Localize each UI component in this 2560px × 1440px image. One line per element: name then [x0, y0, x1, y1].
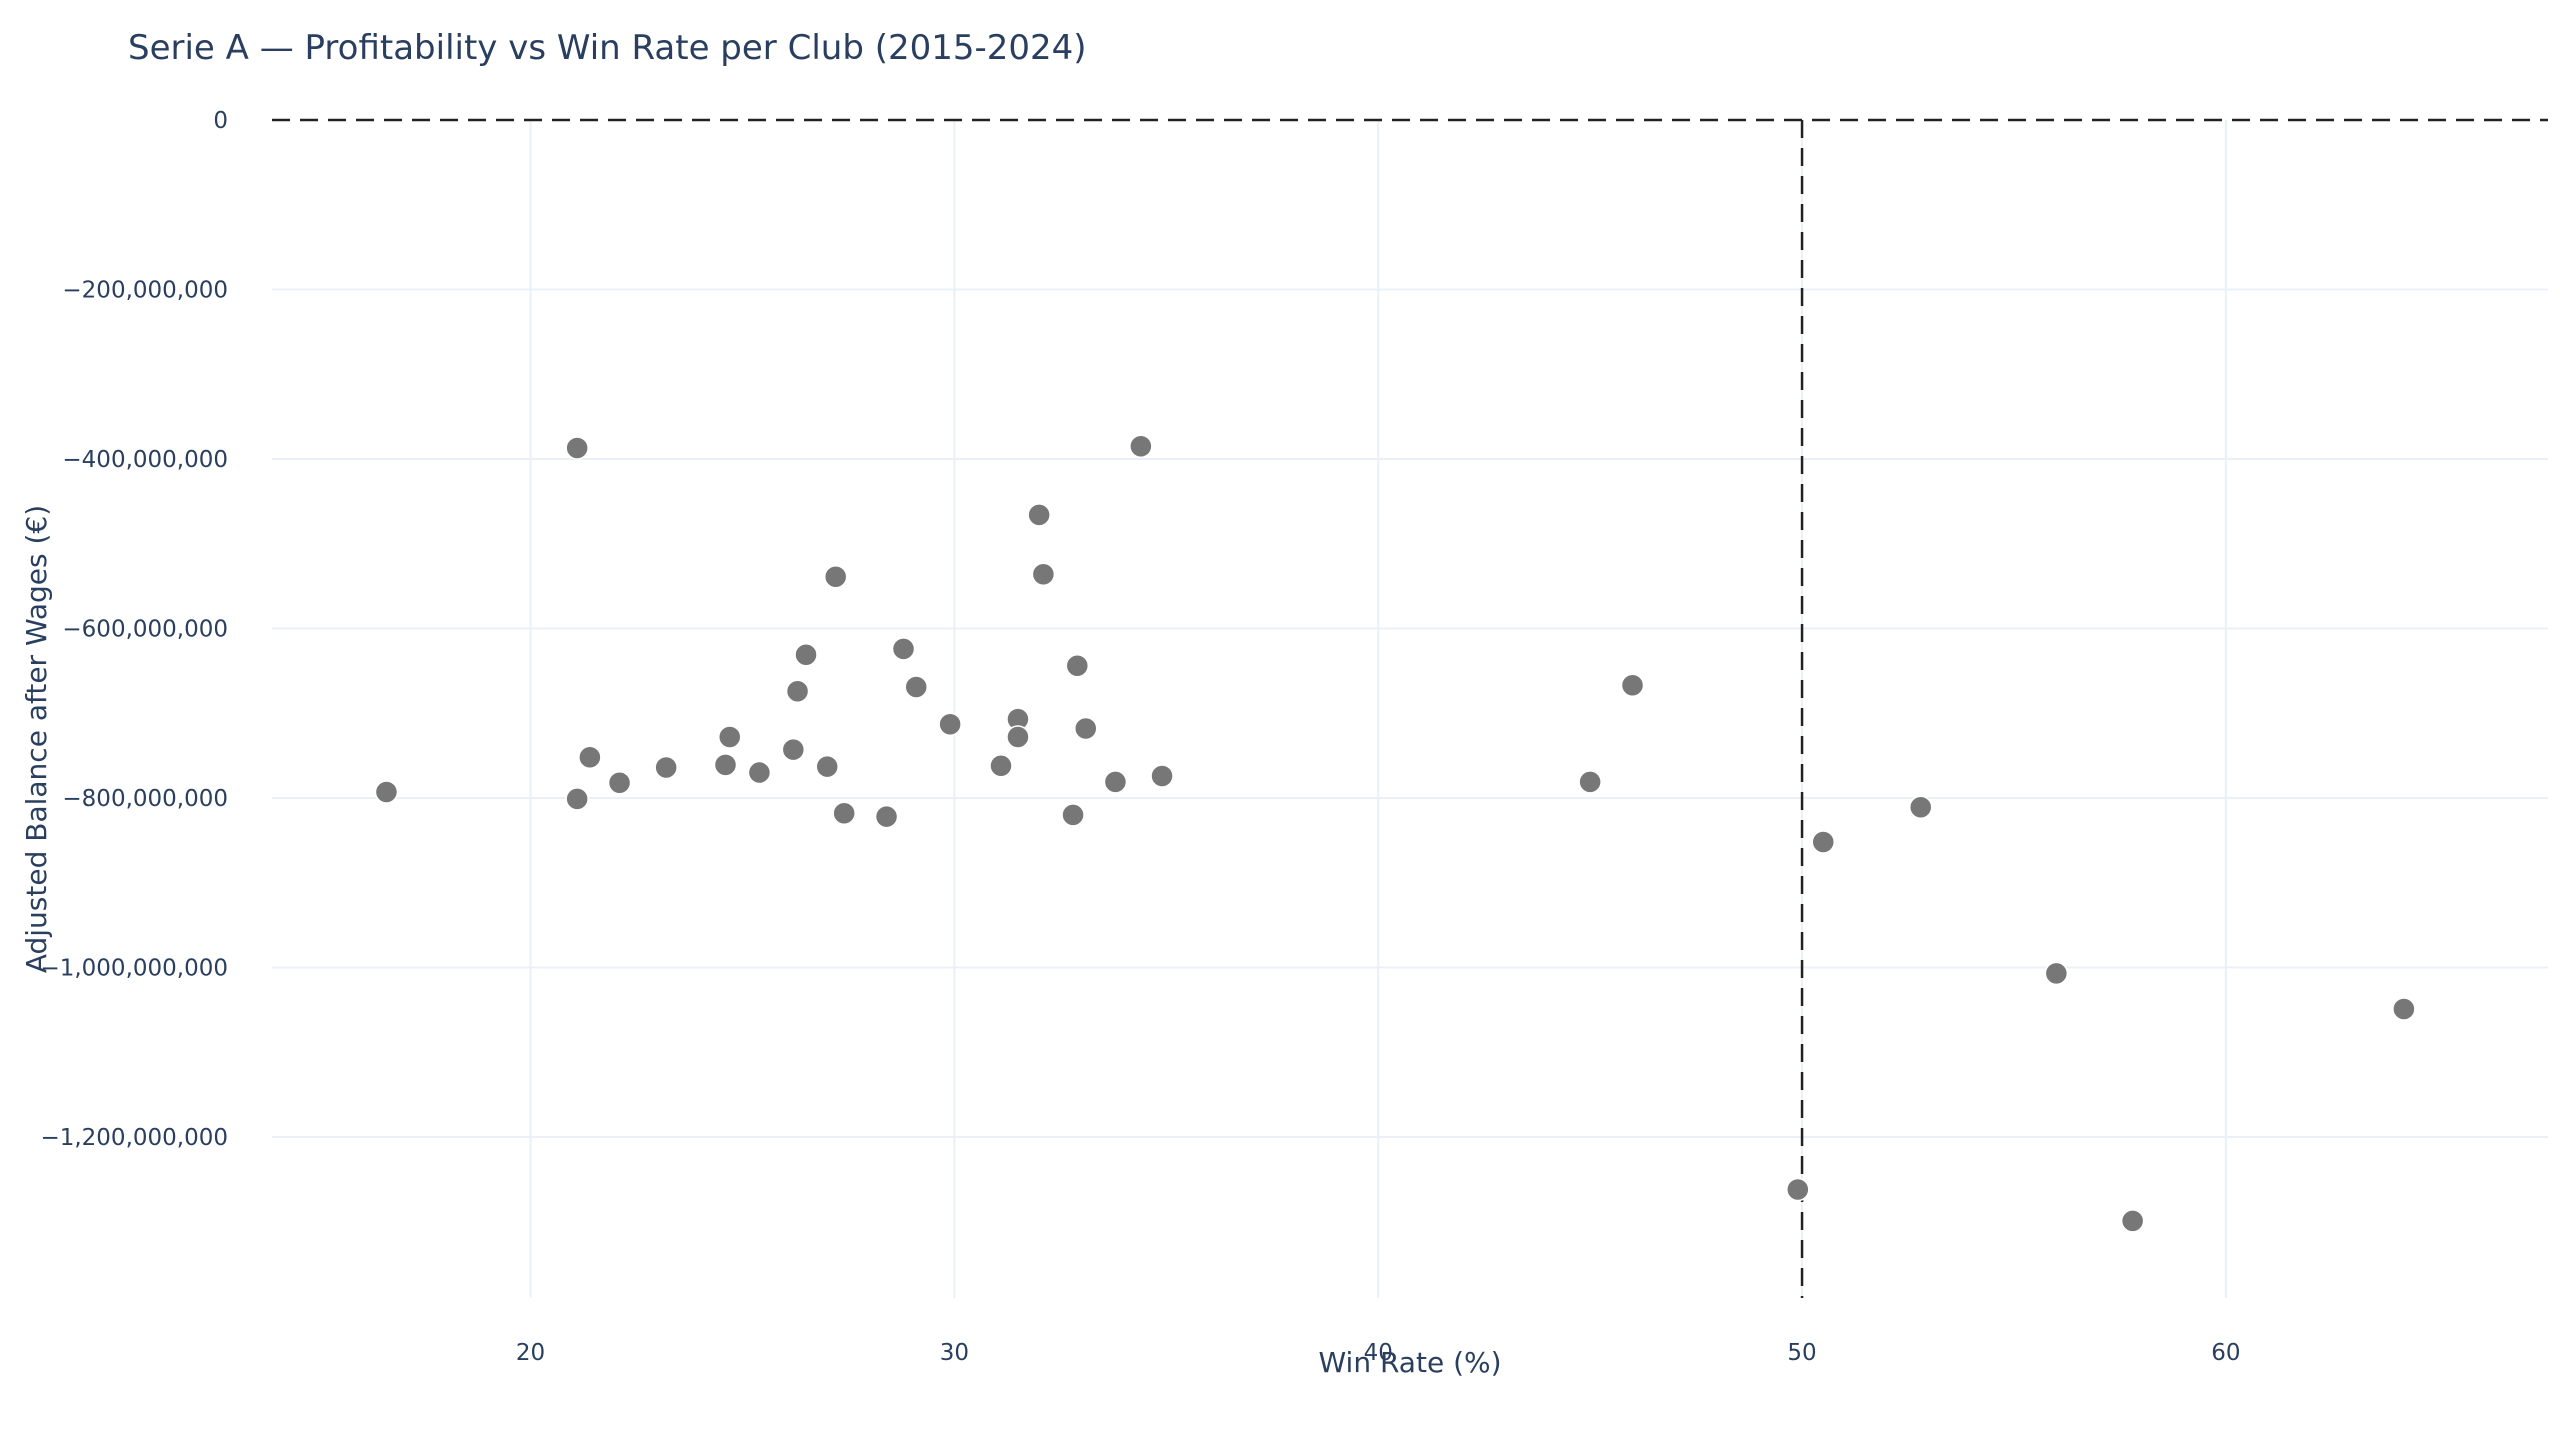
y-tick-label: −600,000,000 [62, 616, 228, 642]
data-point[interactable] [794, 643, 818, 667]
data-point[interactable] [1908, 795, 1933, 820]
y-axis-title: Adjusted Balance after Wages (€) [20, 505, 53, 973]
data-point[interactable] [938, 712, 962, 737]
x-tick-label: 50 [1787, 1340, 1816, 1366]
y-tick-label: −1,000,000,000 [40, 955, 228, 981]
y-tick-label: −800,000,000 [62, 786, 228, 812]
x-tick-label: 30 [940, 1340, 969, 1366]
data-point[interactable] [578, 745, 602, 770]
data-point[interactable] [1027, 503, 1051, 527]
data-point[interactable] [654, 755, 678, 780]
data-point[interactable] [891, 637, 916, 661]
data-point[interactable] [904, 675, 928, 699]
data-point[interactable] [832, 801, 856, 825]
data-point[interactable] [1578, 770, 1602, 794]
y-tick-label: −200,000,000 [62, 277, 228, 303]
data-point[interactable] [1786, 1177, 1810, 1202]
grid-lines [272, 120, 2548, 1298]
x-tick-label: 40 [1364, 1340, 1393, 1366]
data-points [374, 434, 2416, 1233]
y-tick-label: −400,000,000 [62, 447, 228, 473]
data-point[interactable] [607, 770, 632, 795]
reference-lines [272, 118, 2548, 1298]
data-point[interactable] [1103, 770, 1128, 794]
data-point[interactable] [2392, 997, 2416, 1021]
y-tick-label: −1,200,000,000 [40, 1125, 228, 1151]
x-tick-label: 20 [516, 1340, 545, 1366]
x-tick-label: 60 [2211, 1340, 2240, 1366]
data-point[interactable] [785, 679, 810, 703]
data-point[interactable] [1129, 434, 1153, 459]
data-point[interactable] [713, 753, 738, 777]
data-point[interactable] [815, 754, 839, 779]
y-tick-label: 0 [213, 108, 228, 134]
data-point[interactable] [823, 565, 848, 589]
data-point[interactable] [565, 436, 589, 460]
x-axis-title: Win Rate (%) [1318, 1346, 1501, 1379]
data-point[interactable] [1031, 562, 1056, 587]
data-point[interactable] [2044, 961, 2069, 986]
data-point[interactable] [874, 804, 899, 829]
data-point[interactable] [1811, 830, 1835, 854]
data-point[interactable] [565, 787, 589, 811]
data-point[interactable] [1065, 654, 1090, 678]
data-point[interactable] [1006, 725, 1030, 749]
data-point[interactable] [1074, 716, 1098, 741]
data-point[interactable] [781, 737, 806, 762]
data-point[interactable] [1061, 803, 1085, 827]
data-point[interactable] [1150, 764, 1174, 788]
x-tick-labels: 20 30 40 50 60 [516, 1340, 2241, 1366]
data-point[interactable] [1620, 673, 1645, 698]
data-point[interactable] [2120, 1209, 2145, 1233]
data-point[interactable] [374, 780, 399, 804]
data-point[interactable] [747, 760, 772, 785]
data-point[interactable] [989, 754, 1013, 778]
data-point[interactable] [717, 725, 742, 749]
y-tick-labels: 0 −200,000,000 −400,000,000 −600,000,000 −80… [40, 108, 228, 1151]
chart-title: Serie A — Profitability vs Win Rate per … [128, 28, 1087, 68]
